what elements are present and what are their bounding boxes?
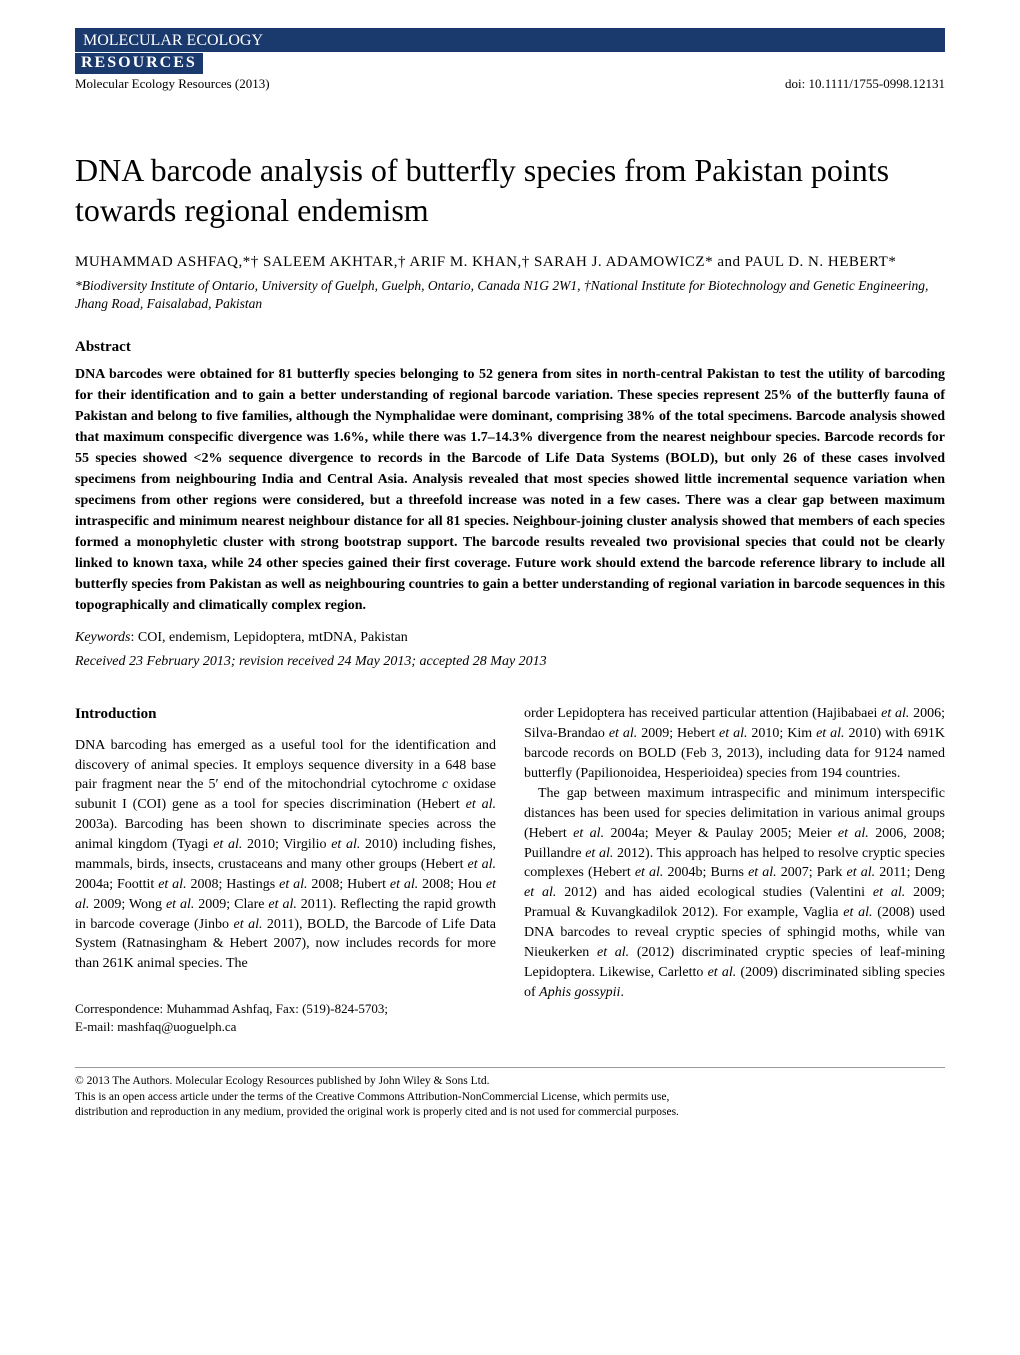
column-left: Introduction DNA barcoding has emerged a… — [75, 704, 496, 1035]
text-run: 2009; Hebert — [637, 726, 719, 741]
keywords-label: Keywords — [75, 630, 130, 645]
text-run: 2011; Deng — [875, 865, 945, 880]
text-run: 2008; Hubert — [307, 877, 389, 892]
correspondence-block: Correspondence: Muhammad Ashfaq, Fax: (5… — [75, 1000, 496, 1035]
text-run-ital: et al. — [279, 877, 307, 892]
text-run-ital: Aphis gossypii — [539, 985, 620, 1000]
text-run: 2007; Park — [777, 865, 847, 880]
text-run: 2004a; Foottit — [75, 877, 158, 892]
text-run: 2012) and has aided ecological studies (… — [556, 885, 872, 900]
text-run-ital: et al. — [268, 897, 296, 912]
text-run-ital: et al. — [847, 865, 876, 880]
text-run-ital: et al. — [524, 885, 556, 900]
text-run-ital: et al. — [234, 917, 263, 932]
text-run-ital: et al. — [873, 885, 905, 900]
correspondence-line2: E-mail: mashfaq@uoguelph.ca — [75, 1018, 496, 1036]
text-run-ital: et al. — [331, 837, 360, 852]
keywords-values: : COI, endemism, Lepidoptera, mtDNA, Pak… — [130, 630, 407, 645]
text-run-ital: et al. — [597, 945, 629, 960]
meta-line: Molecular Ecology Resources (2013) doi: … — [75, 76, 945, 92]
intro-paragraph-1: DNA barcoding has emerged as a useful to… — [75, 736, 496, 975]
text-run-ital: et al. — [468, 857, 497, 872]
text-run-ital: et al. — [166, 897, 194, 912]
text-run-ital: et al. — [708, 965, 737, 980]
text-run-ital: et al. — [609, 726, 637, 741]
article-title: DNA barcode analysis of butterfly specie… — [75, 150, 945, 230]
journal-banner: MOLECULAR ECOLOGY RESOURCES — [75, 28, 945, 74]
text-run-ital: et al. — [635, 865, 664, 880]
introduction-heading: Introduction — [75, 704, 496, 725]
text-run: 2004b; Burns — [663, 865, 748, 880]
page-container: MOLECULAR ECOLOGY RESOURCES Molecular Ec… — [0, 0, 1020, 1161]
text-run-ital: et al. — [843, 905, 872, 920]
text-run-ital: et al. — [838, 826, 869, 841]
affiliations: *Biodiversity Institute of Ontario, Univ… — [75, 277, 945, 313]
doi-text: doi: 10.1111/1755-0998.12131 — [785, 76, 945, 92]
text-run: 2010; Kim — [747, 726, 816, 741]
text-run-ital: et al. — [213, 837, 242, 852]
text-run: 2008; Hou — [418, 877, 486, 892]
intro-paragraph-1-cont: order Lepidoptera has received particula… — [524, 704, 945, 784]
text-run-ital: et al. — [573, 826, 604, 841]
text-run: order Lepidoptera has received particula… — [524, 706, 881, 721]
text-run-ital: et al. — [585, 846, 613, 861]
abstract-text: DNA barcodes were obtained for 81 butter… — [75, 364, 945, 616]
text-run-ital: et al. — [881, 706, 909, 721]
intro-paragraph-2: The gap between maximum intraspecific an… — [524, 784, 945, 1003]
text-run: 2004a; Meyer & Paulay 2005; Meier — [604, 826, 838, 841]
revision-dates: Received 23 February 2013; revision rece… — [75, 654, 945, 670]
page-footer: © 2013 The Authors. Molecular Ecology Re… — [75, 1067, 945, 1121]
correspondence-line1: Correspondence: Muhammad Ashfaq, Fax: (5… — [75, 1000, 496, 1018]
text-run-ital: et al. — [158, 877, 186, 892]
banner-sub-text: RESOURCES — [75, 53, 203, 74]
text-run-ital: et al. — [816, 726, 844, 741]
text-run-ital: et al. — [466, 797, 496, 812]
author-list: MUHAMMAD ASHFAQ,*† SALEEM AKHTAR,† ARIF … — [75, 254, 945, 271]
banner-main-row: MOLECULAR ECOLOGY — [75, 28, 945, 52]
license-line-1: This is an open access article under the… — [75, 1090, 945, 1106]
text-run-ital: et al. — [719, 726, 747, 741]
text-run-ital: et al. — [390, 877, 418, 892]
text-run-ital: et al. — [748, 865, 777, 880]
text-run: DNA barcoding has emerged as a useful to… — [75, 738, 496, 793]
text-run: 2009; Clare — [194, 897, 268, 912]
abstract-heading: Abstract — [75, 339, 945, 356]
license-line-2: distribution and reproduction in any med… — [75, 1105, 945, 1121]
column-right: order Lepidoptera has received particula… — [524, 704, 945, 1035]
text-run: 2009; Wong — [89, 897, 166, 912]
text-run: 2008; Hastings — [187, 877, 280, 892]
journal-citation: Molecular Ecology Resources (2013) — [75, 76, 270, 92]
copyright-line: © 2013 The Authors. Molecular Ecology Re… — [75, 1074, 945, 1090]
banner-main-text: MOLECULAR ECOLOGY — [83, 32, 263, 49]
body-columns: Introduction DNA barcoding has emerged a… — [75, 704, 945, 1035]
text-run: 2010; Virgilio — [242, 837, 331, 852]
keywords-line: Keywords: COI, endemism, Lepidoptera, mt… — [75, 630, 945, 646]
text-run: . — [620, 985, 624, 1000]
